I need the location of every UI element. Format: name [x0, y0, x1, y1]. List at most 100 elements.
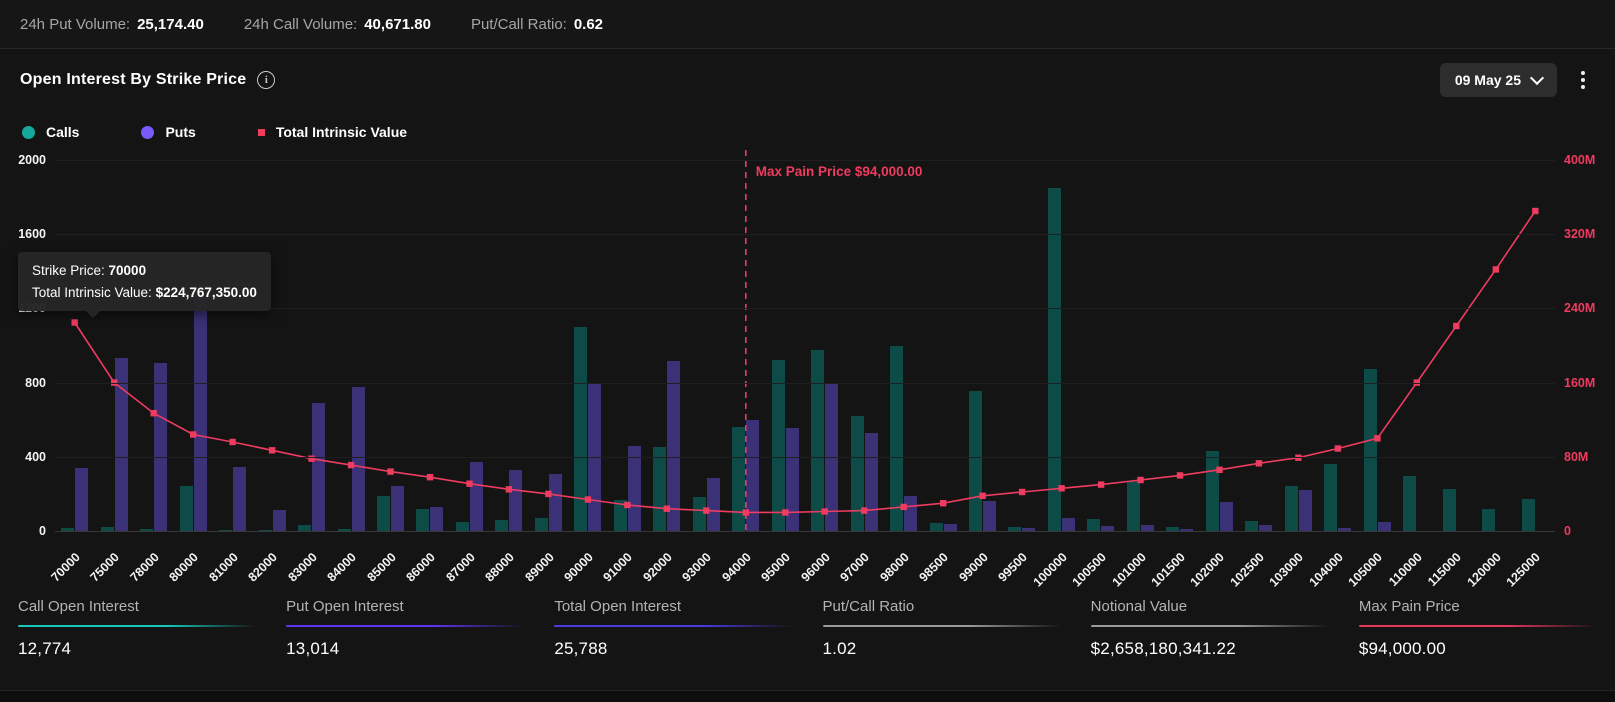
bar-group-99500[interactable]: 99500 — [996, 160, 1041, 585]
calls-bar[interactable] — [1442, 489, 1456, 531]
puts-bar[interactable] — [75, 467, 89, 531]
bar-group-97000[interactable]: 97000 — [838, 160, 883, 585]
bar-group-100000[interactable]: 100000 — [1030, 160, 1081, 589]
calls-bar[interactable] — [1482, 508, 1496, 531]
date-selector[interactable]: 09 May 25 — [1439, 63, 1557, 97]
puts-bar[interactable] — [1101, 526, 1115, 531]
calls-bar[interactable] — [337, 529, 351, 531]
calls-bar[interactable] — [929, 522, 943, 531]
bar-group-95000[interactable]: 95000 — [759, 160, 804, 585]
calls-bar[interactable] — [100, 527, 114, 531]
calls-bar[interactable] — [140, 529, 154, 531]
puts-bar[interactable] — [351, 387, 365, 531]
bar-group-105000[interactable]: 105000 — [1346, 160, 1396, 589]
puts-bar[interactable] — [983, 501, 997, 531]
puts-bar[interactable] — [785, 428, 799, 531]
bar-group-98000[interactable]: 98000 — [877, 160, 923, 585]
bar-group-104000[interactable]: 104000 — [1306, 160, 1357, 589]
calls-bar[interactable] — [219, 530, 233, 531]
calls-bar[interactable] — [1166, 527, 1180, 531]
calls-bar[interactable] — [1284, 486, 1298, 531]
bar-group-83000[interactable]: 83000 — [285, 160, 331, 585]
bar-group-91000[interactable]: 91000 — [601, 160, 647, 585]
calls-bar[interactable] — [1403, 476, 1417, 531]
bar-group-87000[interactable]: 87000 — [443, 160, 489, 585]
calls-bar[interactable] — [1126, 480, 1140, 531]
bar-group-103000[interactable]: 103000 — [1267, 160, 1318, 589]
bar-group-70000[interactable]: 70000 — [48, 160, 94, 585]
bar-group-125000[interactable]: 125000 — [1504, 160, 1554, 589]
calls-bar[interactable] — [376, 495, 390, 531]
legend-item-puts[interactable]: Puts — [141, 124, 196, 140]
puts-bar[interactable] — [706, 478, 720, 531]
puts-bar[interactable] — [746, 419, 760, 531]
puts-bar[interactable] — [1377, 521, 1391, 531]
puts-bar[interactable] — [943, 523, 957, 531]
puts-bar[interactable] — [627, 445, 641, 531]
calls-bar[interactable] — [495, 519, 509, 531]
kebab-menu-icon[interactable] — [1571, 67, 1595, 93]
bar-group-92000[interactable]: 92000 — [640, 160, 686, 585]
puts-bar[interactable] — [193, 284, 207, 531]
bar-group-86000[interactable]: 86000 — [404, 160, 449, 585]
bar-group-120000[interactable]: 120000 — [1464, 160, 1515, 589]
calls-bar[interactable] — [534, 518, 548, 531]
bar-group-99000[interactable]: 99000 — [956, 160, 1002, 585]
puts-bar[interactable] — [1338, 528, 1352, 531]
bar-group-82000[interactable]: 82000 — [246, 160, 291, 585]
legend-item-calls[interactable]: Calls — [22, 124, 79, 140]
calls-bar[interactable] — [455, 521, 469, 531]
puts-bar[interactable] — [390, 485, 404, 531]
calls-bar[interactable] — [653, 446, 667, 531]
open-interest-chart[interactable]: 70000 75000 78000 80000 81000 82000 83000 84000… — [0, 146, 1615, 589]
calls-bar[interactable] — [258, 530, 272, 531]
puts-bar[interactable] — [864, 432, 878, 531]
bar-group-102000[interactable]: 102000 — [1188, 160, 1239, 589]
puts-bar[interactable] — [1140, 525, 1154, 531]
puts-bar[interactable] — [904, 495, 918, 531]
puts-bar[interactable] — [469, 462, 483, 531]
bar-group-78000[interactable]: 78000 — [127, 160, 173, 585]
bar-group-101500[interactable]: 101500 — [1149, 160, 1199, 589]
calls-bar[interactable] — [1205, 451, 1219, 531]
calls-bar[interactable] — [613, 500, 627, 531]
bar-group-94000[interactable]: 94000 — [719, 160, 765, 585]
info-icon[interactable]: i — [257, 71, 276, 89]
calls-bar[interactable] — [1047, 187, 1061, 531]
puts-bar[interactable] — [1219, 502, 1233, 531]
calls-bar[interactable] — [771, 360, 785, 531]
calls-bar[interactable] — [1008, 527, 1022, 531]
bar-group-75000[interactable]: 75000 — [88, 160, 133, 585]
bar-group-93000[interactable]: 93000 — [680, 160, 726, 585]
bar-group-84000[interactable]: 84000 — [325, 160, 370, 585]
puts-bar[interactable] — [233, 467, 247, 531]
bar-group-88000[interactable]: 88000 — [483, 160, 528, 585]
bar-group-110000[interactable]: 110000 — [1386, 160, 1436, 589]
calls-bar[interactable] — [1324, 464, 1338, 531]
bar-group-115000[interactable]: 115000 — [1425, 160, 1475, 589]
calls-bar[interactable] — [811, 350, 825, 531]
plot-area[interactable]: 70000 75000 78000 80000 81000 82000 83000 84000… — [18, 150, 1595, 589]
calls-bar[interactable] — [1087, 518, 1101, 531]
calls-bar[interactable] — [1245, 520, 1259, 531]
calls-bar[interactable] — [1521, 499, 1535, 531]
puts-bar[interactable] — [1259, 525, 1273, 531]
puts-bar[interactable] — [154, 363, 168, 531]
puts-bar[interactable] — [1298, 490, 1312, 531]
calls-bar[interactable] — [61, 528, 75, 531]
calls-bar[interactable] — [179, 486, 193, 531]
puts-bar[interactable] — [667, 361, 681, 531]
puts-bar[interactable] — [1022, 528, 1036, 531]
calls-bar[interactable] — [850, 416, 864, 531]
bar-group-90000[interactable]: 90000 — [561, 160, 607, 585]
bar-group-89000[interactable]: 89000 — [522, 160, 568, 585]
calls-bar[interactable] — [890, 345, 904, 531]
bar-group-98500[interactable]: 98500 — [917, 160, 962, 585]
puts-bar[interactable] — [430, 506, 444, 531]
puts-bar[interactable] — [1061, 518, 1075, 531]
calls-bar[interactable] — [969, 390, 983, 531]
legend-item-total-intrinsic-value[interactable]: Total Intrinsic Value — [257, 124, 407, 140]
bar-group-80000[interactable]: 80000 — [167, 160, 212, 585]
calls-bar[interactable] — [574, 326, 588, 531]
bar-group-100500[interactable]: 100500 — [1070, 160, 1120, 589]
